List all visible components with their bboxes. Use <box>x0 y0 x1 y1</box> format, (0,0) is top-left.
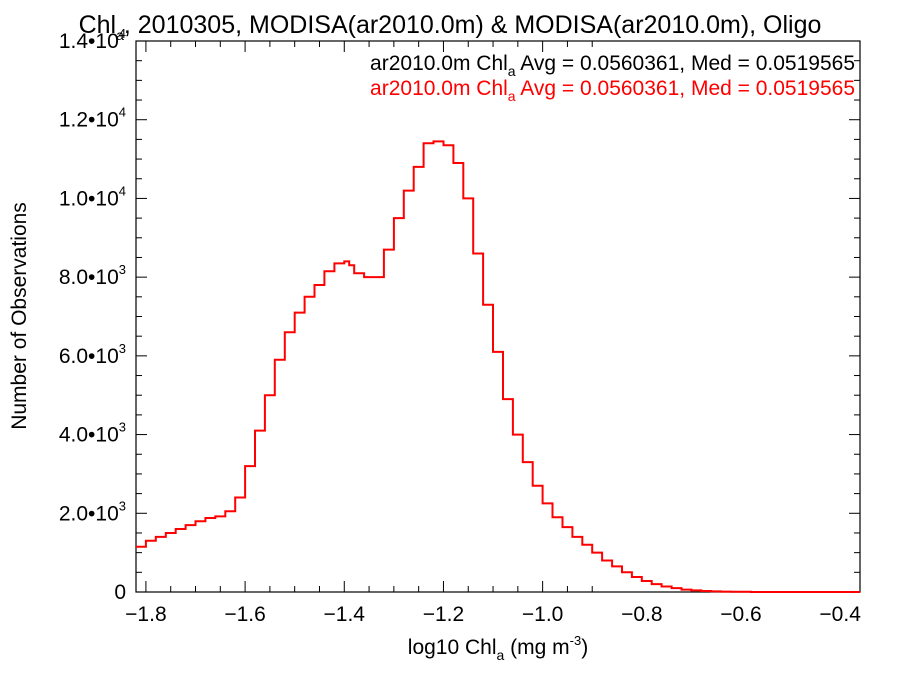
annotation-stats-red: ar2010.0m Chla Avg = 0.0560361, Med = 0.… <box>370 77 855 104</box>
y-tick-label: 8.0•103 <box>59 262 126 289</box>
x-tick-label: −1.0 <box>522 603 563 626</box>
x-tick-label: −1.2 <box>423 603 464 626</box>
x-axis-label: log10 Chla (mg m-3) <box>408 633 588 663</box>
y-tick-label: 6.0•103 <box>59 341 126 368</box>
y-tick-label: 2.0•103 <box>59 498 126 525</box>
y-tick-label: 1.2•104 <box>59 105 126 132</box>
y-axis-label: Number of Observations <box>8 202 31 430</box>
series-line-chl-histogram <box>136 140 860 593</box>
x-tick-label: −0.4 <box>819 603 861 626</box>
y-tick-label: 4.0•103 <box>59 420 126 447</box>
chart-title: Chla, 2010305, MODISA(ar2010.0m) & MODIS… <box>79 11 822 43</box>
annotation-stats-black: ar2010.0m Chla Avg = 0.0560361, Med = 0.… <box>370 52 855 79</box>
plot-frame <box>135 40 861 593</box>
x-tick-label: −1.6 <box>224 603 265 626</box>
x-tick-label: −0.6 <box>720 603 761 626</box>
x-tick-label: −0.8 <box>621 603 662 626</box>
y-tick-label: 1.4•104 <box>59 26 126 53</box>
x-axis: −1.8 −1.6 −1.4 −1.2 −1.0 −0.8 −0.6 −0.4 <box>125 41 861 626</box>
x-tick-label: −1.4 <box>324 603 366 626</box>
y-tick-label: 1.0•104 <box>59 183 126 210</box>
y-tick-label: 0 <box>114 581 126 604</box>
x-tick-label: −1.8 <box>125 603 166 626</box>
y-axis: 0 2.0•103 4.0•103 6.0•103 8.0•103 1.0•104 1.2•… <box>59 26 860 604</box>
